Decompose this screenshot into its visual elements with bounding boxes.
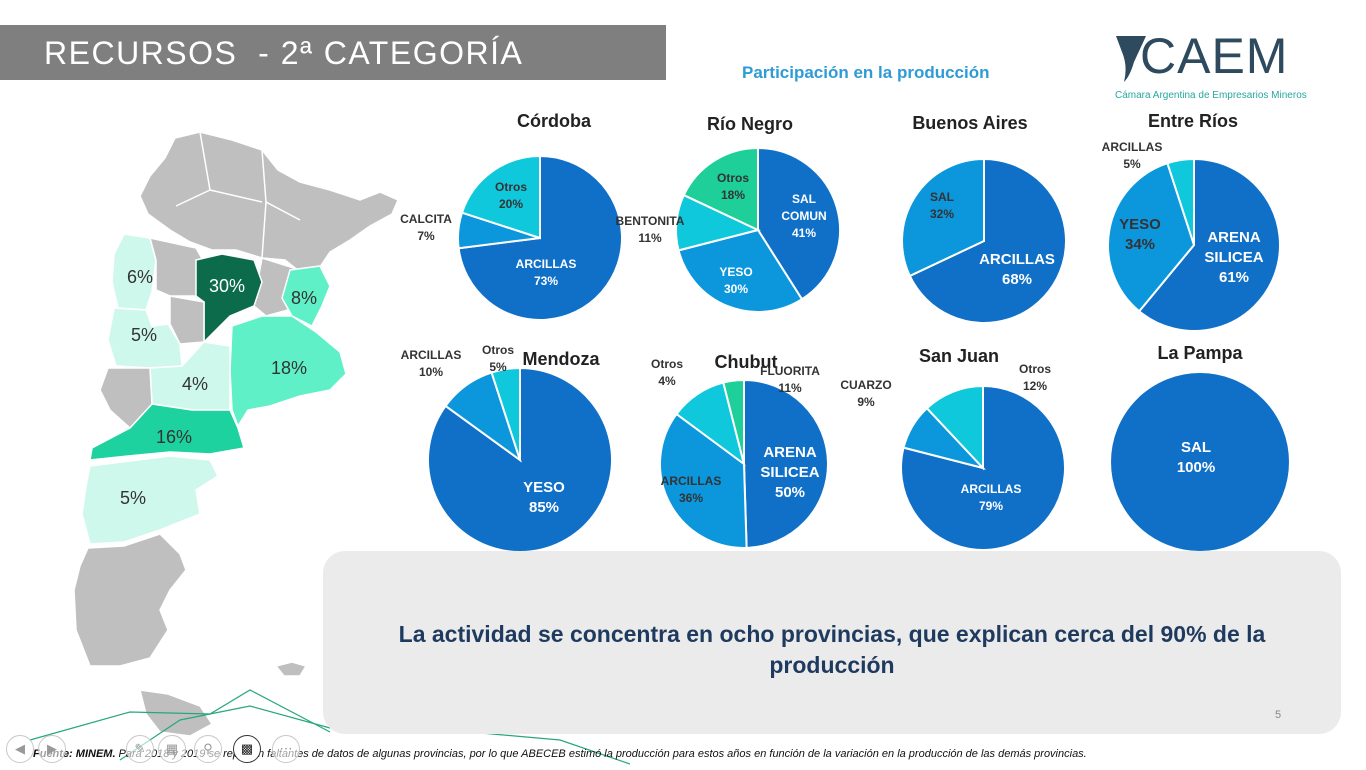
chart-title: Mendoza [522, 349, 600, 369]
slice-label-bentonita: BENTONITA 11% [616, 214, 685, 245]
page-title: RECURSOS - 2ª CATEGORÍA [44, 35, 524, 71]
slides-grid-button[interactable]: ▦ [158, 735, 186, 763]
pie-slice-arena-silicea [1137, 157, 1281, 332]
previous-slide-button[interactable]: ◀ [6, 735, 34, 763]
map-label-san-juan: 6% [127, 267, 153, 287]
map-entre-rios [281, 265, 331, 328]
slice-label-yeso: YESO 85% [523, 479, 565, 516]
pie-chart-san-juan: San Juan ARCILLAS 79% CUARZO 9% Otros 12% [840, 346, 1066, 551]
slice-label-yeso: YESO 30% [719, 265, 752, 296]
pie-slice-otros [460, 154, 541, 240]
chart-title: Chubut [715, 352, 778, 372]
pie-slice-otros [490, 366, 521, 461]
slice-label-arcillas: ARCILLAS 68% [979, 251, 1055, 288]
pie-chart-buenos-aires: Buenos Aires ARCILLAS 68% SAL 32% [901, 113, 1067, 324]
pie-chart-chubut: Chubut ARENA SILICEA 50% ARCILLAS 36% FLUORITA… [651, 352, 829, 549]
map-cordoba [195, 253, 263, 344]
chart-title: Río Negro [707, 114, 793, 134]
callout-text: La actividad se concentra en ocho provin… [398, 621, 1266, 678]
pen-tool-button[interactable]: ✎ [126, 735, 154, 763]
slice-label-sal: SAL 32% [930, 190, 954, 221]
map-islands [274, 661, 308, 677]
pie-slice-yeso [1107, 161, 1196, 313]
slice-label-otros: Otros 18% [717, 171, 749, 202]
pie-slice-arena-silicea [743, 378, 829, 549]
map-san-luis [169, 295, 205, 345]
slice-label-otros: Otros 4% [651, 357, 683, 388]
map-santa-cruz [73, 533, 187, 667]
map-north-region [139, 131, 399, 273]
slice-label-yeso: YESO 34% [1119, 216, 1161, 253]
map-label-rio-negro: 16% [156, 427, 192, 447]
map-label-chubut: 5% [120, 488, 146, 508]
slice-label-otros: Otros 12% [1019, 362, 1051, 393]
map-label-buenos-aires: 18% [271, 358, 307, 378]
slice-label-sal: SAL 100% [1177, 439, 1215, 476]
logo-wordmark: CAEM [1140, 28, 1289, 84]
pie-slice-arcillas [659, 412, 748, 549]
pie-slice-otros [722, 378, 745, 465]
pie-chart-entre-rios: Entre Ríos ARENA SILICEA 61% YESO 34% ARCILLAS… [1102, 111, 1281, 332]
map-label-la-pampa: 4% [182, 374, 208, 394]
chart-title: Buenos Aires [912, 113, 1027, 133]
pie-chart-la-pampa: La Pampa SAL 100% [1109, 343, 1291, 553]
more-options-button[interactable]: ⋯ [272, 735, 300, 763]
pie-slice-yeso [677, 228, 804, 313]
chart-title: La Pampa [1157, 343, 1243, 363]
map-label-cordoba: 30% [209, 276, 245, 296]
caem-logo-mark [1116, 36, 1146, 82]
slice-label-fluorita: FLUORITA 11% [760, 364, 820, 395]
conclusion-callout: La actividad se concentra en ocho provin… [323, 551, 1341, 734]
presentation-toolbar: ◀ ▶ ✎ ▦ ⚲ ▩ ⋯ [0, 732, 320, 764]
slice-label-otros: Otros 5% [482, 343, 514, 374]
map-label-mendoza: 5% [131, 325, 157, 345]
pie-slice-sal [901, 157, 985, 278]
slice-label-sal-comun: SAL COMUN 41% [781, 192, 826, 240]
argentina-map: 6% 30% 8% 5% 18% 4% 16% 5% [73, 131, 399, 737]
map-buenos-aires [229, 315, 347, 428]
caem-logo: CAEM Cámara Argentina de Empresarios Min… [1110, 28, 1330, 108]
title-bar: RECURSOS - 2ª CATEGORÍA [0, 25, 666, 80]
slice-label-arcillas: ARCILLAS 36% [661, 474, 722, 505]
slice-label-arcillas: ARCILLAS 79% [961, 482, 1022, 513]
pie-charts: Córdoba ARCILLAS 73% CALCITA 7% Otros 20% Río N… [400, 111, 1291, 553]
map-mendoza [107, 307, 183, 369]
logo-subtext: Cámara Argentina de Empresarios Mineros [1115, 90, 1307, 101]
slice-label-arcillas: ARCILLAS 73% [516, 257, 577, 288]
section-subtitle: Participación en la producción [742, 63, 990, 82]
chart-title: Entre Ríos [1148, 111, 1238, 131]
map-rio-negro [89, 403, 245, 461]
chart-title: Córdoba [517, 111, 592, 131]
zoom-button[interactable]: ⚲ [194, 735, 222, 763]
slice-label-arcillas: ARCILLAS 5% [1102, 140, 1163, 171]
footer-text: Para 2018 y 2019 se reportan faltantes d… [115, 748, 1087, 760]
map-central-gray [148, 237, 205, 297]
pie-chart-rio-negro: Río Negro SAL COMUN 41% YESO 30% BENTONITA 11% O… [616, 114, 841, 313]
slice-label-arena-silicea: ARENA SILICEA 61% [1204, 229, 1263, 286]
camera-button[interactable]: ▩ [233, 735, 261, 763]
pie-slice-arcillas [908, 157, 1067, 324]
pie-chart-cordoba: Córdoba ARCILLAS 73% CALCITA 7% Otros 20% [400, 111, 623, 321]
page-number: 5 [1275, 709, 1282, 721]
slice-label-calcita: CALCITA 7% [400, 212, 452, 243]
slice-label-arena-silicea: ARENA SILICEA 50% [760, 444, 819, 501]
slice-label-otros: Otros 20% [495, 180, 527, 211]
chart-title: San Juan [919, 346, 999, 366]
pie-slice-otros [925, 384, 984, 471]
map-label-entre-rios: 8% [291, 288, 317, 308]
next-slide-button[interactable]: ▶ [38, 735, 66, 763]
map-chubut [81, 455, 219, 545]
map-north-borders [175, 131, 301, 259]
pie-slice-arcillas [1166, 157, 1195, 246]
pie-slice-otros [682, 146, 759, 232]
pie-chart-mendoza: Mendoza YESO 85% ARCILLAS 10% Otros 5% [401, 343, 613, 553]
slice-label-arcillas: ARCILLAS 10% [401, 348, 462, 379]
slice-label-cuarzo: CUARZO 9% [840, 378, 891, 409]
